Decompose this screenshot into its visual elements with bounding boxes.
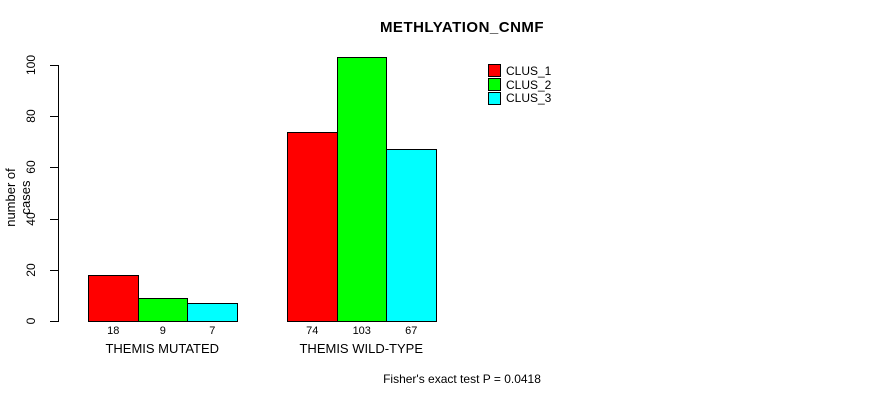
y-axis-title: number of cases: [3, 168, 33, 227]
y-axis-tick: [50, 116, 58, 118]
bar-clus_2-1: [137, 297, 188, 322]
y-axis-line: [58, 65, 59, 322]
y-axis-tick: [50, 218, 58, 220]
y-axis-tick-label: 60: [24, 160, 38, 175]
bar-clus_2-2: [336, 57, 387, 322]
legend-item-clus_3: CLUS_3: [488, 91, 551, 105]
plot-title: METHLYATION_CNMF: [379, 19, 545, 36]
bar-value-label: 74: [306, 325, 319, 337]
y-axis-tick: [50, 269, 58, 271]
legend-label: CLUS_1: [506, 63, 552, 78]
bar-value-label: 7: [209, 325, 216, 337]
legend: CLUS_1 CLUS_2 CLUS_3: [488, 64, 551, 105]
category-label: THEMIS WILD-TYPE: [299, 341, 423, 356]
legend-item-clus_1: CLUS_1: [488, 64, 551, 78]
y-axis-tick-label: 100: [24, 54, 38, 76]
bar-value-label: 103: [352, 325, 371, 337]
legend-label: CLUS_3: [506, 91, 552, 106]
y-axis-tick: [50, 65, 58, 66]
annotation-text: Fisher's exact test P = 0.0418: [383, 372, 541, 386]
bar-clus_1-1: [88, 274, 139, 322]
category-label: THEMIS MUTATED: [105, 341, 220, 356]
y-axis-tick-label: 20: [24, 263, 38, 277]
y-axis-tick-label: 80: [24, 109, 38, 123]
bar-clus_3-2: [386, 149, 437, 322]
bar-clus_1-2: [287, 131, 338, 322]
legend-swatch: [488, 91, 501, 105]
y-axis-tick: [50, 167, 58, 169]
y-axis-tick-label: 40: [24, 211, 38, 226]
bar-value-label: 9: [159, 325, 166, 337]
bar-clus_3-1: [187, 303, 238, 322]
legend-swatch: [488, 78, 501, 92]
y-axis-tick: [50, 321, 58, 322]
legend-label: CLUS_2: [506, 77, 552, 92]
bar-value-label: 18: [107, 325, 120, 337]
legend-item-clus_2: CLUS_2: [488, 78, 551, 92]
bar-value-label: 67: [405, 325, 418, 337]
y-axis-tick-label: 0: [24, 317, 38, 325]
legend-swatch: [488, 64, 501, 78]
